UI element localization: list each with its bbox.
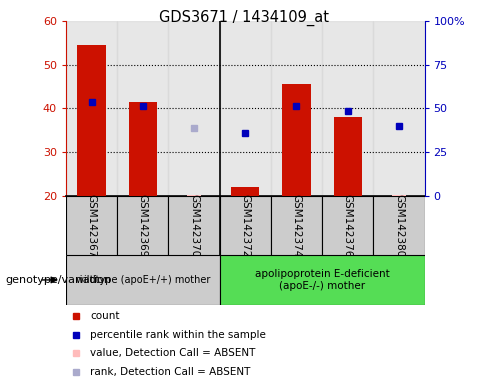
Text: GSM142369: GSM142369 [138, 194, 148, 257]
Bar [66, 21, 117, 196]
Bar [231, 187, 259, 196]
Text: GSM142380: GSM142380 [394, 194, 404, 257]
Bar [220, 21, 271, 196]
Text: percentile rank within the sample: percentile rank within the sample [90, 330, 266, 340]
Bar [392, 195, 406, 196]
Bar [220, 196, 271, 255]
Bar [322, 196, 373, 255]
Bar [271, 21, 322, 196]
Text: value, Detection Call = ABSENT: value, Detection Call = ABSENT [90, 348, 256, 358]
Bar [334, 117, 362, 196]
Bar [373, 196, 425, 255]
Bar [373, 21, 425, 196]
Bar [78, 45, 105, 196]
Bar [283, 84, 310, 196]
Bar [271, 196, 322, 255]
Bar [129, 102, 157, 196]
Text: count: count [90, 311, 120, 321]
Bar [66, 255, 220, 305]
Bar [168, 21, 220, 196]
Text: GSM142374: GSM142374 [291, 194, 302, 257]
Text: wildtype (apoE+/+) mother: wildtype (apoE+/+) mother [76, 275, 210, 285]
Bar [66, 196, 117, 255]
Text: GDS3671 / 1434109_at: GDS3671 / 1434109_at [159, 10, 329, 26]
Text: GSM142376: GSM142376 [343, 194, 353, 257]
Bar [220, 255, 425, 305]
Text: GSM142372: GSM142372 [240, 194, 250, 257]
Text: GSM142367: GSM142367 [86, 194, 97, 257]
Text: genotype/variation: genotype/variation [5, 275, 111, 285]
Bar [322, 21, 373, 196]
Bar [187, 195, 201, 196]
Bar [117, 21, 168, 196]
Bar [168, 196, 220, 255]
Text: apolipoprotein E-deficient
(apoE-/-) mother: apolipoprotein E-deficient (apoE-/-) mot… [255, 269, 389, 291]
Text: rank, Detection Call = ABSENT: rank, Detection Call = ABSENT [90, 367, 251, 377]
Text: GSM142370: GSM142370 [189, 194, 199, 257]
Bar [117, 196, 168, 255]
